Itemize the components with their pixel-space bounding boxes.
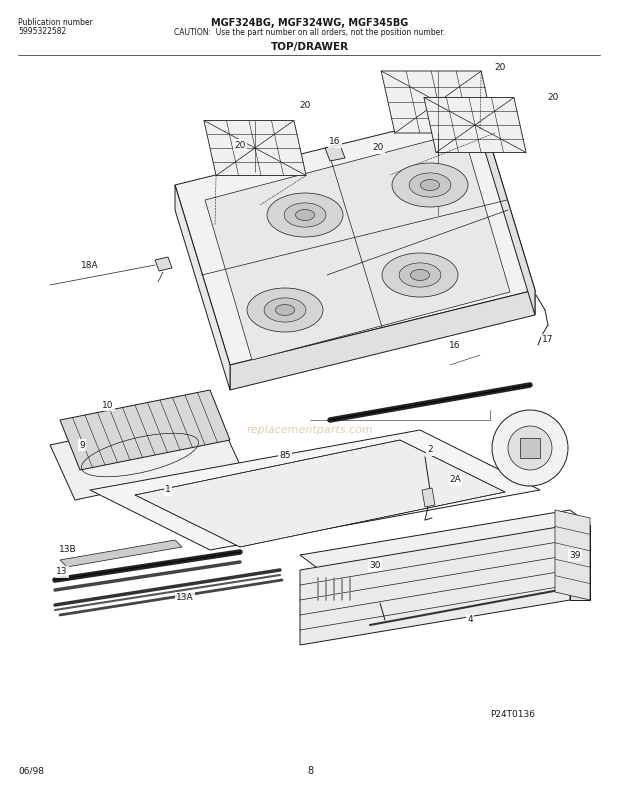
Polygon shape <box>570 525 590 600</box>
Polygon shape <box>555 510 590 600</box>
Ellipse shape <box>392 163 468 207</box>
Polygon shape <box>175 110 535 365</box>
Polygon shape <box>205 132 510 360</box>
Text: 20: 20 <box>547 92 559 102</box>
Polygon shape <box>90 430 540 550</box>
Text: Publication number: Publication number <box>18 18 93 27</box>
Polygon shape <box>424 98 526 152</box>
Ellipse shape <box>410 269 430 280</box>
Text: 8: 8 <box>307 766 313 776</box>
Polygon shape <box>204 121 306 175</box>
Polygon shape <box>381 71 495 133</box>
Text: 20: 20 <box>494 64 506 72</box>
Text: 10: 10 <box>102 400 113 410</box>
Polygon shape <box>480 110 535 315</box>
Text: 20: 20 <box>299 101 311 110</box>
Ellipse shape <box>275 305 294 315</box>
Text: 2A: 2A <box>449 476 461 484</box>
Polygon shape <box>60 390 230 470</box>
Text: 20: 20 <box>234 141 246 149</box>
Ellipse shape <box>264 298 306 322</box>
Text: 16: 16 <box>450 341 461 349</box>
Text: 39: 39 <box>569 550 581 560</box>
Text: MGF324BG, MGF324WG, MGF345BG: MGF324BG, MGF324WG, MGF345BG <box>211 18 409 28</box>
Text: 1: 1 <box>165 485 171 495</box>
Ellipse shape <box>267 193 343 237</box>
Text: 2: 2 <box>427 445 433 454</box>
Text: 5995322582: 5995322582 <box>18 27 66 36</box>
Text: 9: 9 <box>79 441 85 449</box>
Ellipse shape <box>247 288 323 332</box>
Polygon shape <box>422 488 435 507</box>
FancyBboxPatch shape <box>520 438 540 458</box>
Text: 13: 13 <box>56 568 68 576</box>
Ellipse shape <box>284 203 326 227</box>
Text: 18A: 18A <box>81 260 99 269</box>
Ellipse shape <box>420 179 440 191</box>
Polygon shape <box>155 257 172 271</box>
Polygon shape <box>300 510 590 570</box>
Text: 5: 5 <box>527 410 533 419</box>
Text: CAUTION:  Use the part number on all orders, not the position number.: CAUTION: Use the part number on all orde… <box>174 28 446 37</box>
Polygon shape <box>175 185 230 390</box>
Text: 20: 20 <box>373 144 384 152</box>
Text: P24T0136: P24T0136 <box>490 710 535 719</box>
Circle shape <box>492 410 568 486</box>
Polygon shape <box>325 145 345 161</box>
Text: 06/98: 06/98 <box>18 766 44 775</box>
Ellipse shape <box>399 263 441 287</box>
Text: 13A: 13A <box>176 593 194 603</box>
Text: replacementparts.com: replacementparts.com <box>247 425 373 435</box>
Ellipse shape <box>382 253 458 297</box>
Ellipse shape <box>409 173 451 197</box>
Polygon shape <box>300 525 570 645</box>
Text: 16: 16 <box>329 137 341 147</box>
Text: 30: 30 <box>370 561 381 569</box>
Text: TOP/DRAWER: TOP/DRAWER <box>271 42 349 52</box>
Polygon shape <box>135 440 505 547</box>
Polygon shape <box>50 410 240 500</box>
Text: 13B: 13B <box>59 545 77 554</box>
Circle shape <box>508 426 552 470</box>
Text: 85: 85 <box>279 450 291 460</box>
Text: 4: 4 <box>467 615 473 625</box>
Ellipse shape <box>296 210 314 221</box>
Text: 17: 17 <box>542 336 554 345</box>
Polygon shape <box>230 290 535 390</box>
Polygon shape <box>60 540 182 567</box>
